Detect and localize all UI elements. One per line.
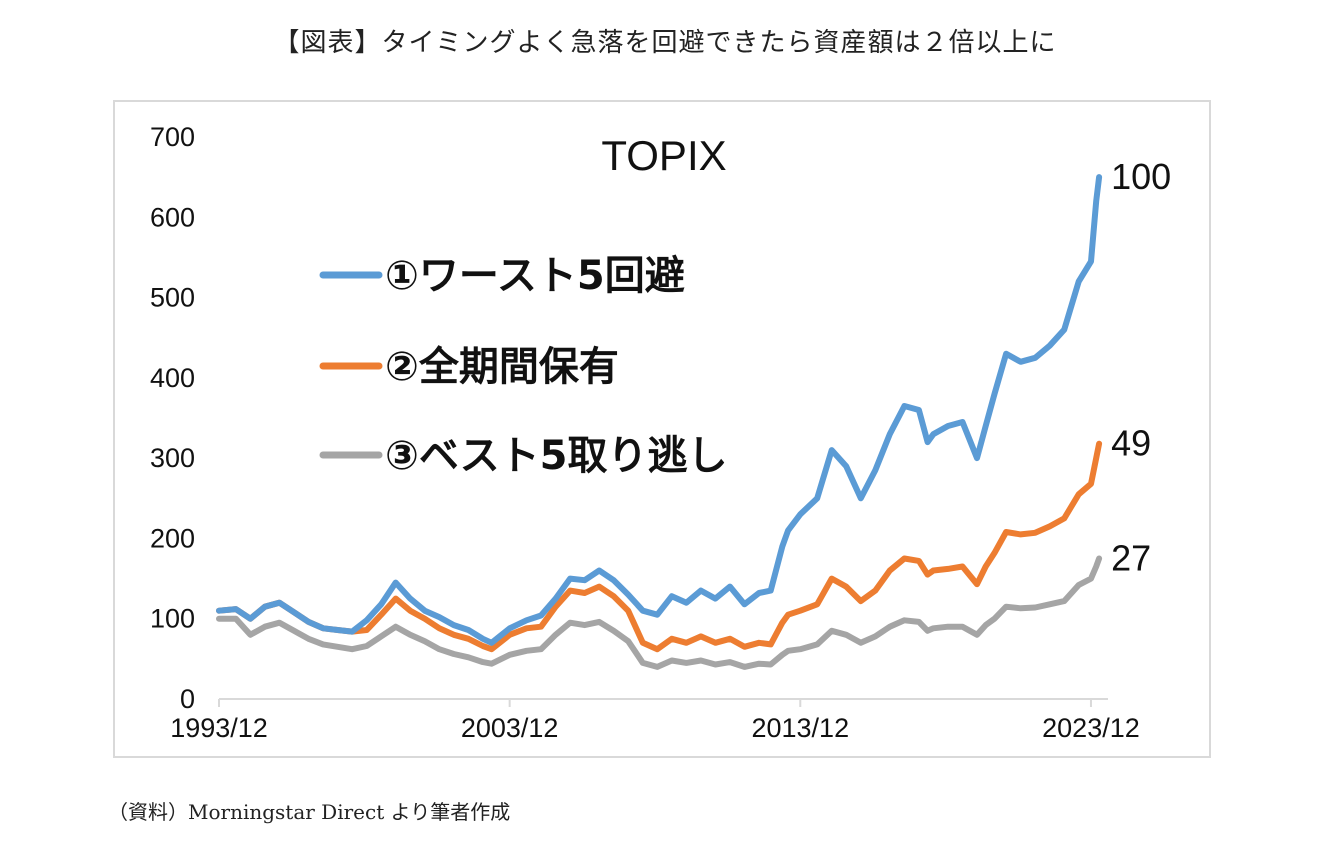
series-lines (216, 174, 1103, 670)
series-line-1 (216, 174, 1103, 646)
figure-title: 【図表】タイミングよく急落を回避できたら資産額は２倍以上に (273, 28, 1057, 58)
x-tick-label: 2013/12 (751, 713, 849, 743)
y-tick-label: 300 (150, 443, 195, 473)
end-labels: 100 49 27 (1111, 156, 1171, 578)
legend-label: ③ベスト5取り逃し (385, 433, 728, 479)
y-tick-label: 100 (150, 604, 195, 634)
series-end-label: 100 (1111, 156, 1171, 197)
series-end-label: 27 (1111, 538, 1151, 579)
y-tick-label: 500 (150, 283, 195, 313)
y-tick-labels: 0 100 200 300 400 500 600 700 (150, 122, 195, 714)
series-line-2 (216, 440, 1103, 653)
source-note: （資料）Morningstar Direct より筆者作成 (108, 800, 511, 824)
x-tick-label: 2003/12 (461, 713, 559, 743)
y-tick-label: 400 (150, 363, 195, 393)
legend: ①ワースト5回避 ②全期間保有 ③ベスト5取り逃し (319, 253, 728, 479)
line-chart: 0 100 200 300 400 500 600 700 1993/12 2003/12 201… (150, 122, 1171, 743)
legend-label: ②全期間保有 (385, 344, 619, 390)
y-tick-label: 700 (150, 122, 195, 152)
y-tick-label: 600 (150, 202, 195, 232)
series-line-3 (216, 555, 1103, 670)
x-tick-labels: 1993/12 2003/12 2013/12 2023/12 (170, 699, 1140, 743)
chart-frame: 0 100 200 300 400 500 600 700 1993/12 2003/12 201… (113, 100, 1211, 758)
y-tick-label: 200 (150, 523, 195, 553)
x-tick-label: 1993/12 (170, 713, 268, 743)
legend-label: ①ワースト5回避 (385, 253, 685, 299)
chart-title: TOPIX (601, 132, 726, 179)
x-tick-label: 2023/12 (1042, 713, 1140, 743)
y-tick-label: 0 (180, 684, 195, 714)
series-end-label: 49 (1111, 423, 1151, 464)
